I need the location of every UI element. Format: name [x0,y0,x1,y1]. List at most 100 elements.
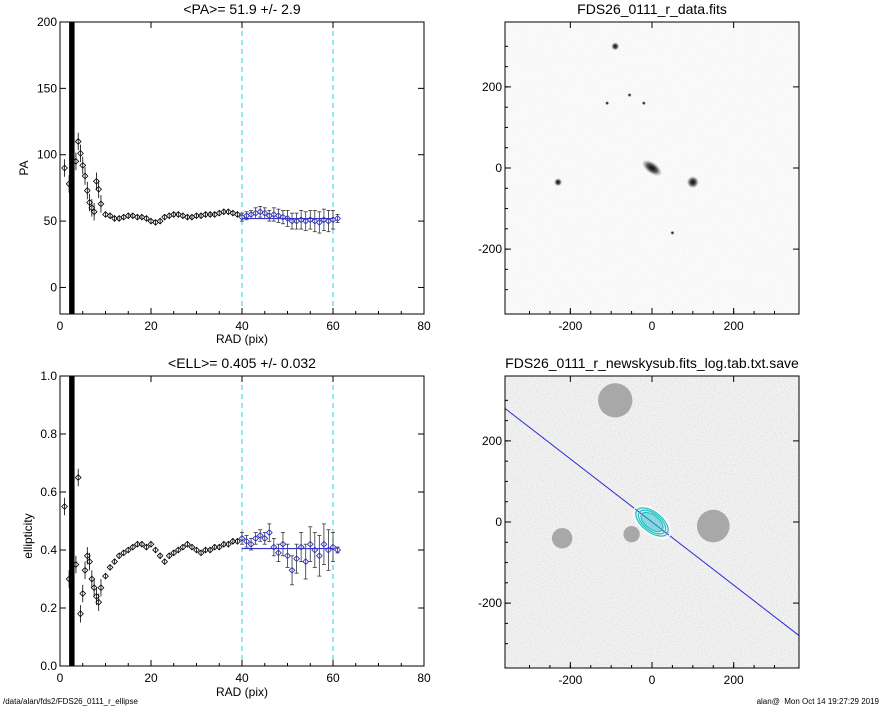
data-point [170,549,178,557]
x-tick-label: 80 [417,671,431,685]
mask-band [69,376,75,666]
data-point [77,610,84,618]
fit-point [306,540,314,548]
data-point [202,211,209,218]
mask-band [69,22,75,314]
isophote-ellipse [632,505,672,539]
y-tick-label: -200 [478,242,502,256]
data-point [184,540,191,548]
data-point [97,584,105,592]
data-point [81,172,89,180]
data-point [170,211,178,218]
data-point [234,211,241,218]
data-point [234,537,241,545]
chart-title: FDS26_0111_r_data.fits [577,1,727,17]
skysub-image-panel: FDS26_0111_r_newskysub.fits_log.tab.txt.… [478,355,800,687]
y-tick-label: 50 [44,214,58,228]
fit-point [252,534,260,542]
source [686,176,699,189]
x-tick-label: 0 [57,319,64,333]
fit-point [261,534,269,542]
source [641,101,646,106]
data-point [184,213,191,221]
source [605,101,610,106]
data-point [124,546,132,554]
fit-point [247,540,255,548]
y-tick-label: -200 [478,596,502,610]
data-point [129,543,137,551]
chart-title: FDS26_0111_r_newskysub.fits_log.tab.txt.… [505,355,799,371]
fit-point [302,558,310,566]
data-point [220,540,228,548]
isophote-ellipse [640,511,664,533]
data-point [206,211,214,218]
data-point [120,549,128,557]
data-point [211,543,219,551]
data-point [143,543,150,551]
data-point [152,546,159,554]
pa-profile-panel: <PA>= 51.9 +/- 2.9 0 20 40 60 80 0 50 100 150 200… [17,1,431,346]
data-point [206,546,214,554]
data-point [111,215,118,222]
fit-point [334,546,342,554]
x-tick-label: -200 [558,673,582,687]
fit-point [293,555,301,563]
masked-region [623,526,640,543]
data-point [95,598,103,606]
ellipticity-profile-panel: <ELL>= 0.405 +/- 0.032 0 20 40 60 80 0.0 0.2 0.… [21,355,431,699]
y-axis-label: PA [17,160,31,175]
data-point [202,546,209,554]
fit-point [265,529,273,537]
data-point [197,549,205,557]
source [554,178,563,187]
x-tick-label: 200 [724,673,744,687]
data-point [215,543,223,551]
fit-point [288,217,296,225]
data-point [115,552,123,560]
data-point [188,543,196,551]
y-tick-label: 0.0 [40,659,57,673]
data-point [179,543,187,551]
data-point [174,546,182,554]
y-tick-label: 200 [37,15,57,29]
data-point [65,575,73,583]
data-point [83,552,91,560]
fit-point [274,549,282,557]
data-point [72,561,80,568]
x-tick-label: 200 [724,319,744,333]
fit-point [256,532,264,539]
masked-region [696,509,730,543]
y-tick-label: 0 [495,515,502,529]
data-point [61,503,68,510]
data-point [106,212,114,220]
y-tick-label: 1.0 [40,369,57,383]
data-point [229,537,237,545]
data-point [133,213,141,221]
data-point [93,593,100,600]
y-tick-label: 0.4 [40,543,57,557]
data-point [97,200,105,208]
source [627,92,632,98]
data-point [156,552,164,560]
data-point [72,157,80,165]
y-tick-label: 150 [37,81,57,95]
data-point [65,180,73,188]
footer-path: /data/alan/fds2/FDS26_0111_r_ellipse [3,697,138,706]
y-tick-label: 0.2 [40,601,57,615]
data-point [161,558,169,565]
data-point [86,558,93,565]
data-point [220,208,228,216]
data-point [102,572,109,580]
fit-point [288,566,296,574]
x-tick-label: 0 [649,673,656,687]
data-point [79,590,87,597]
y-tick-label: 0.8 [40,427,57,441]
x-axis-label: RAD (pix) [216,685,268,699]
fit-point [261,209,269,217]
data-point [124,212,132,220]
data-point [77,150,84,157]
data-point [74,138,82,145]
data-point [143,215,150,222]
chart-title: <ELL>= 0.405 +/- 0.032 [168,355,316,371]
